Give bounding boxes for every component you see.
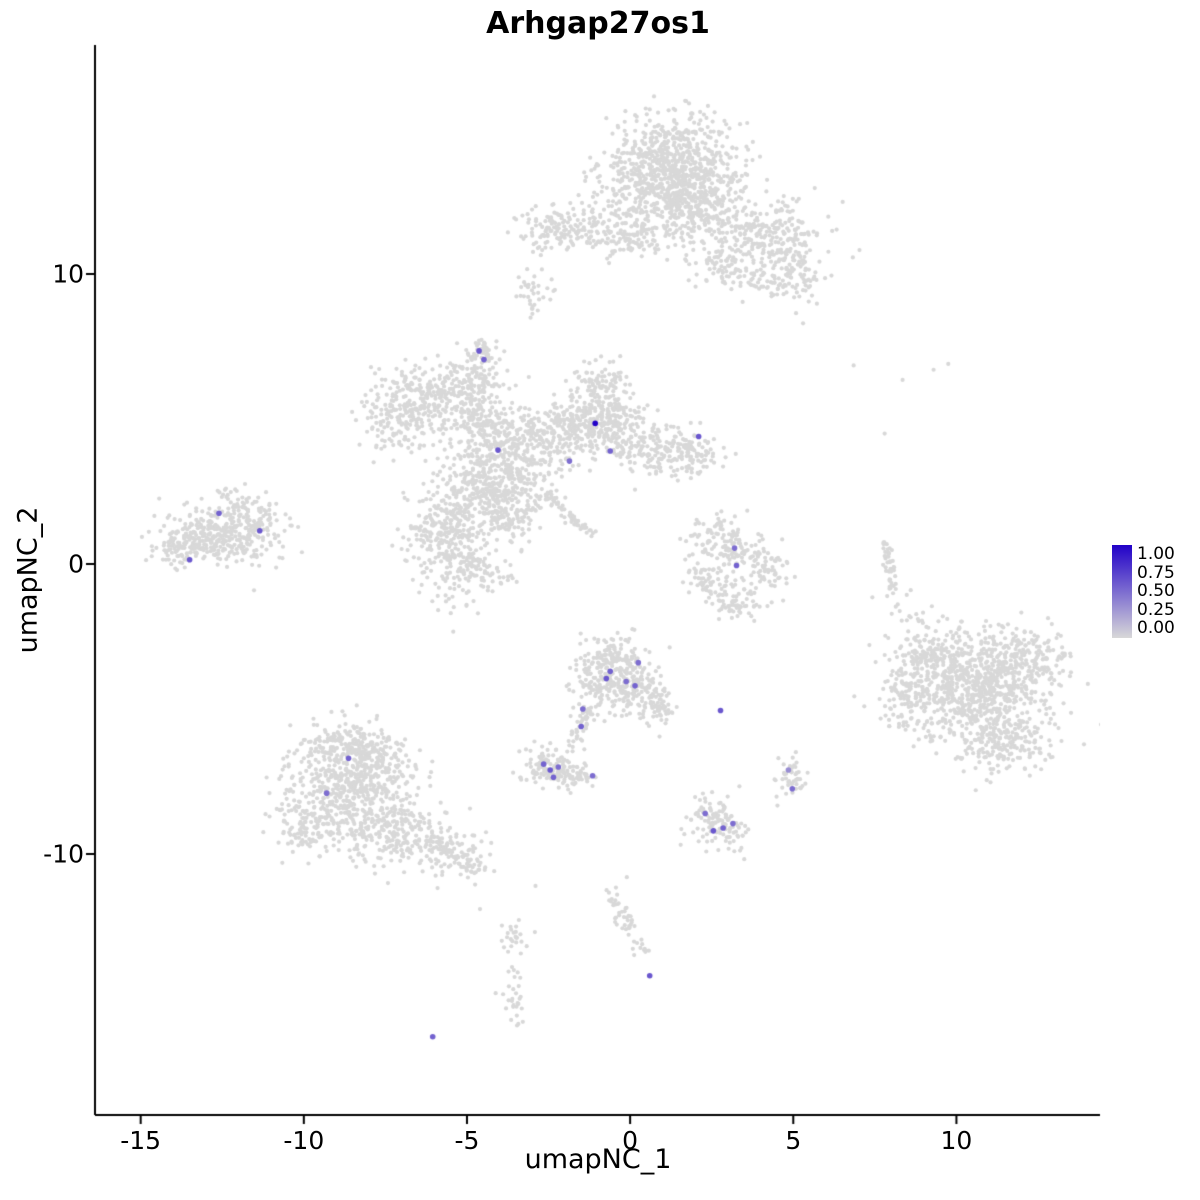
legend-gradient-bar bbox=[1112, 545, 1132, 638]
x-tick-label: 0 bbox=[622, 1126, 639, 1155]
x-axis-label: umapNC_1 bbox=[524, 1144, 672, 1175]
y-axis-label: umapNC_2 bbox=[12, 506, 44, 654]
legend-label-075: 0.75 bbox=[1137, 563, 1175, 583]
x-tick-label: -5 bbox=[454, 1126, 480, 1155]
y-tick-label: 10 bbox=[52, 259, 84, 289]
x-tick-label: 10 bbox=[940, 1126, 973, 1155]
x-tick-label: -15 bbox=[120, 1126, 162, 1155]
legend-label-min: 0.00 bbox=[1137, 618, 1175, 638]
legend-label-025: 0.25 bbox=[1137, 600, 1175, 620]
legend-label-max: 1.00 bbox=[1137, 544, 1175, 564]
y-tick-label: -10 bbox=[43, 839, 84, 869]
x-tick-label: 5 bbox=[785, 1126, 802, 1155]
x-tick-label: -10 bbox=[283, 1126, 325, 1155]
y-tick-label: 0 bbox=[68, 549, 84, 579]
plot-title: Arhgap27os1 bbox=[486, 6, 710, 41]
legend-label-050: 0.50 bbox=[1137, 581, 1175, 601]
